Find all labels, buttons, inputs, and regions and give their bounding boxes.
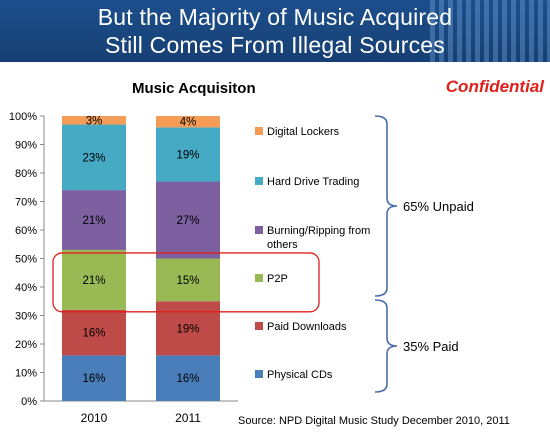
y-tick-label: 0% — [21, 396, 37, 408]
confidential-label: Confidential — [445, 77, 544, 96]
bar-digital-lockers-2011 — [156, 116, 220, 128]
legend-swatch-hard-drive-trading — [255, 177, 263, 185]
bar-physical-cds-2010 — [62, 355, 126, 401]
legend-label-physical-cds: Physical CDs — [267, 369, 333, 381]
source-note: Source: NPD Digital Music Study December… — [238, 415, 510, 427]
y-tick-label: 40% — [15, 282, 37, 294]
data-label-hard-drive-trading-2010: 23% — [82, 152, 105, 164]
data-label-physical-cds-2011: 16% — [176, 373, 199, 385]
bar-digital-lockers-2010 — [62, 116, 126, 125]
legend-swatch-physical-cds — [255, 370, 263, 378]
y-tick-label: 10% — [15, 368, 37, 380]
bar-p2p-2010 — [62, 249, 126, 310]
data-label-p2p-2010: 21% — [82, 275, 105, 287]
data-label-paid-downloads-2010: 16% — [82, 328, 105, 340]
highlight-box-p2p — [52, 252, 320, 313]
legend-label-p2p: P2P — [267, 273, 288, 285]
y-tick-label: 100% — [9, 111, 37, 123]
slide-title-line-1: But the Majority of Music Acquired — [97, 4, 453, 30]
x-tick-label-2010: 2010 — [81, 411, 108, 425]
brace-paid — [374, 299, 398, 393]
group-label-paid: 35% Paid — [403, 339, 459, 354]
legend-swatch-p2p — [255, 274, 263, 282]
legend-label-digital-lockers: Digital Lockers — [267, 126, 340, 138]
legend-label-hard-drive-trading: Hard Drive Trading — [267, 176, 359, 188]
y-tick-label: 80% — [15, 168, 37, 180]
legend-swatch-digital-lockers — [255, 127, 263, 135]
bar-p2p-2011 — [156, 258, 220, 302]
legend-label-paid-downloads: Paid Downloads — [267, 321, 347, 333]
bar-hard-drive-trading-2011 — [156, 127, 220, 182]
bar-burning-ripping-from-others-2011 — [156, 181, 220, 259]
data-label-digital-lockers-2010: 3% — [86, 115, 103, 127]
slide-title-line-2: Still Comes From Illegal Sources — [104, 32, 445, 58]
legend-label-burning-ripping-from-others: Burning/Ripping from others — [267, 225, 370, 251]
y-tick-label: 50% — [15, 254, 37, 266]
bar-hard-drive-trading-2010 — [62, 124, 126, 191]
data-label-p2p-2011: 15% — [176, 275, 199, 287]
brace-unpaid — [374, 115, 398, 297]
data-label-digital-lockers-2011: 4% — [180, 117, 197, 129]
legend-swatch-burning-ripping-from-others — [255, 226, 263, 234]
y-tick-label: 70% — [15, 197, 37, 209]
data-label-burning-ripping-from-others-2010: 21% — [82, 215, 105, 227]
data-label-paid-downloads-2011: 19% — [176, 323, 199, 335]
data-label-physical-cds-2010: 16% — [82, 373, 105, 385]
chart-title: Music Acquisiton — [132, 80, 256, 97]
group-label-unpaid: 65% Unpaid — [403, 199, 474, 214]
data-label-burning-ripping-from-others-2011: 27% — [176, 215, 199, 227]
data-label-hard-drive-trading-2011: 19% — [176, 149, 199, 161]
bar-paid-downloads-2010 — [62, 309, 126, 356]
y-tick-label: 20% — [15, 339, 37, 351]
bar-physical-cds-2011 — [156, 355, 220, 401]
x-tick-label-2011: 2011 — [175, 411, 201, 425]
equalizer-decoration — [430, 0, 550, 62]
legend-swatch-paid-downloads — [255, 322, 263, 330]
bar-burning-ripping-from-others-2010 — [62, 190, 126, 250]
slide-header: But the Majority of Music Acquired Still… — [0, 0, 550, 62]
y-tick-label: 90% — [15, 140, 37, 152]
y-tick-label: 60% — [15, 225, 37, 237]
bar-paid-downloads-2011 — [156, 301, 220, 356]
y-tick-label: 30% — [15, 311, 37, 323]
